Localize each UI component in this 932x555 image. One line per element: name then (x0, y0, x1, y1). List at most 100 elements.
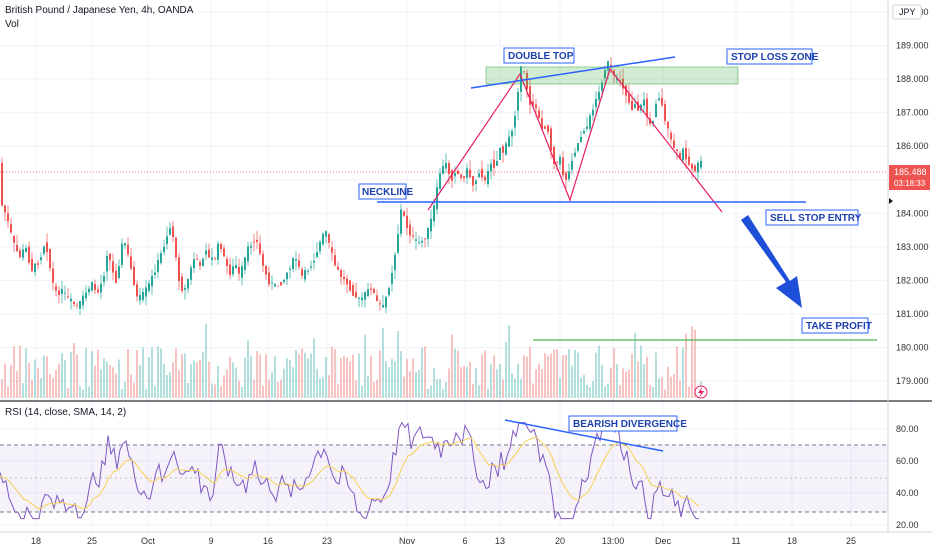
candle-body (457, 170, 459, 174)
price-tick-label: 182.000 (896, 275, 929, 285)
volume-bar (223, 375, 225, 398)
volume-bar (583, 374, 585, 398)
candle-body (4, 205, 6, 213)
candle-body (211, 257, 213, 260)
candle-body (520, 66, 522, 92)
candle-body (298, 260, 300, 267)
time-tick-label: 11 (731, 536, 740, 546)
candle-body (373, 288, 375, 293)
volume-bar (193, 360, 195, 398)
volume-bar (58, 363, 60, 398)
candle-body (340, 270, 342, 278)
candle-body (442, 165, 444, 174)
candle-body (484, 176, 486, 181)
candle-body (556, 161, 558, 163)
volume-bar (442, 388, 444, 398)
volume-bar (247, 340, 249, 398)
caret-right-icon (889, 198, 893, 204)
volume-bar (187, 382, 189, 398)
volume-bar (502, 379, 504, 398)
volume-bar (673, 374, 675, 398)
candle-body (376, 295, 378, 302)
candle-body (34, 263, 36, 273)
volume-bar (217, 366, 219, 398)
candle-body (685, 147, 687, 160)
volume-label: Vol (5, 19, 19, 30)
time-axis[interactable]: 18 25 Oct 9 16 23 Nov 6 13 20 13:00 Dec 11 18 25 (31, 536, 856, 546)
price-axis[interactable]: 190.000189.000188.000187.000186.000185.0… (896, 7, 929, 386)
volume-bar (256, 350, 258, 398)
volume-bar (277, 381, 279, 398)
volume-bar (670, 376, 672, 398)
volume-bar (337, 384, 339, 398)
volume-bar (361, 385, 363, 398)
volume-bar (574, 349, 576, 398)
volume-bar (664, 389, 666, 398)
volume-bar (34, 359, 36, 398)
price-tick-label: 180.000 (896, 342, 929, 352)
volume-bar (289, 360, 291, 398)
volume-bar (115, 373, 117, 398)
volume-bar (409, 371, 411, 398)
price-tick-label: 181.000 (896, 309, 929, 319)
double-top-label: DOUBLE TOP (503, 47, 575, 64)
currency-badge[interactable]: JPY (899, 7, 916, 17)
candle-body (76, 305, 78, 306)
volume-bar (169, 372, 171, 398)
candle-body (37, 263, 39, 265)
candle-body (283, 279, 285, 282)
volume-bar (538, 363, 540, 398)
volume-bar (679, 380, 681, 398)
candle-body (370, 288, 372, 290)
candle-body (619, 79, 621, 82)
volume-bar (514, 378, 516, 398)
candle-body (355, 291, 357, 298)
time-tick-label: 18 (787, 536, 797, 546)
volume-bar (43, 355, 45, 398)
candle-body (49, 249, 51, 269)
svg-text:STOP LOSS ZONE: STOP LOSS ZONE (731, 52, 819, 63)
volume-bar (196, 362, 198, 398)
volume-bar (85, 348, 87, 398)
volume-bars (1, 323, 702, 398)
volume-bar (556, 349, 558, 398)
volume-bar (448, 368, 450, 398)
rsi-tick-label: 80.00 (896, 424, 919, 434)
volume-bar (460, 366, 462, 398)
candle-body (658, 98, 660, 101)
candle-body (172, 226, 174, 237)
volume-bar (364, 334, 366, 398)
candle-body (676, 149, 678, 151)
volume-bar (652, 387, 654, 398)
volume-bar (10, 364, 12, 398)
candle-body (613, 70, 615, 76)
volume-bar (139, 365, 141, 398)
candle-body (397, 234, 399, 253)
volume-bar (676, 346, 678, 398)
volume-bar (499, 364, 501, 398)
candle-body (472, 176, 474, 186)
candle-body (424, 238, 426, 240)
price-tick-label: 187.000 (896, 108, 929, 118)
volume-bar (415, 371, 417, 398)
candle-body (286, 272, 288, 280)
volume-bar (199, 359, 201, 398)
candle-body (523, 71, 525, 73)
volume-bar (154, 386, 156, 398)
candle-body (502, 146, 504, 153)
volume-bar (175, 348, 177, 398)
price-candles (1, 57, 702, 316)
volume-bar (73, 343, 75, 398)
volume-bar (13, 346, 15, 398)
candle-body (154, 272, 156, 275)
volume-bar (91, 351, 93, 398)
volume-bar (418, 369, 420, 398)
candle-body (475, 180, 477, 184)
rsi-axis[interactable]: 80.00 60.00 40.00 20.00 (896, 424, 919, 530)
volume-bar (190, 364, 192, 398)
candle-body (667, 121, 669, 129)
volume-bar (280, 379, 282, 398)
volume-bar (325, 357, 327, 398)
volume-bar (46, 356, 48, 398)
